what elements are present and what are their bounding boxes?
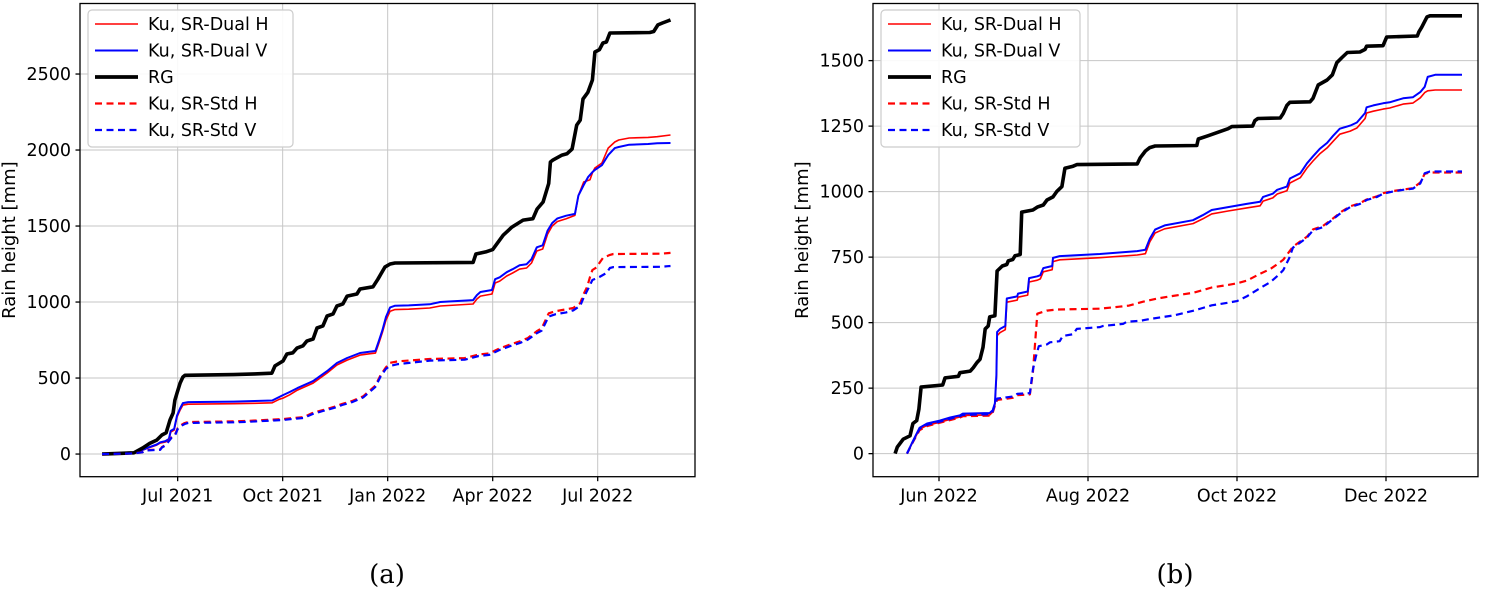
x-tick-label: Jul 2021 [141, 487, 213, 507]
subplot-label-a: (a) [369, 560, 405, 590]
legend-label-ku-sr-dual-h: Ku, SR-Dual H [941, 15, 1062, 35]
series-b-ku-sr-dual-v-line [906, 73, 1462, 455]
x-tick-label: Jul 2022 [561, 487, 633, 507]
x-tick-label: Oct 2021 [242, 487, 322, 507]
legend-b: Ku, SR-Dual H Ku, SR-Dual V RG Ku, SR-Std H… [880, 9, 1081, 148]
legend-label-ku-sr-std-v: Ku, SR-Std V [148, 121, 256, 141]
y-tick-label: 0 [853, 445, 864, 465]
chart-b: Jun 2022 Aug 2022 Oct 2022 Dec 2022 0 250 500 7… [792, 2, 1479, 507]
series-a-rg-line [102, 18, 672, 456]
x-axis-a: Jul 2021 Oct 2021 Jan 2022 Apr 2022 Jul 2022 [141, 476, 633, 507]
y-tick-label: 1250 [819, 117, 864, 137]
legend-box [87, 9, 294, 148]
y-tick-label: 0 [60, 445, 71, 465]
legend-label-ku-sr-dual-v: Ku, SR-Dual V [941, 42, 1060, 62]
y-tick-label: 2000 [26, 141, 71, 161]
series-a-ku-sr-dual-v-line [102, 142, 671, 456]
legend-label-ku-sr-std-h: Ku, SR-Std H [148, 95, 258, 115]
series-b-ku-sr-std-v-line [906, 170, 1462, 455]
legend-label-ku-sr-std-h: Ku, SR-Std H [941, 95, 1051, 115]
y-tick-label: 250 [831, 379, 864, 399]
legend-label-ku-sr-dual-v: Ku, SR-Dual V [148, 42, 267, 62]
legend-label-rg: RG [148, 68, 174, 88]
y-tick-label: 1500 [26, 217, 71, 237]
subplot-label-b: (b) [1156, 560, 1194, 590]
series-b-rg-line [893, 14, 1462, 455]
x-tick-label: Jan 2022 [348, 487, 426, 507]
legend-a: Ku, SR-Dual H Ku, SR-Dual V RG Ku, SR-Std H… [87, 9, 294, 148]
legend-label-rg: RG [941, 68, 967, 88]
series-a-ku-sr-std-h-line [102, 251, 671, 456]
y-tick-label: 500 [831, 314, 864, 334]
y-tick-label: 750 [831, 248, 864, 268]
y-axis-b: 0 250 500 750 1000 1250 1500 [819, 52, 873, 465]
legend-label-ku-sr-dual-h: Ku, SR-Dual H [148, 15, 269, 35]
axes-frame-b [872, 2, 1479, 478]
x-tick-label: Oct 2022 [1197, 487, 1277, 507]
y-tick-label: 500 [38, 369, 71, 389]
chart-a: Jul 2021 Oct 2021 Jan 2022 Apr 2022 Jul 2022… [0, 2, 696, 507]
x-tick-label: Dec 2022 [1344, 487, 1428, 507]
x-tick-label: Jun 2022 [899, 487, 977, 507]
y-tick-label: 2500 [26, 65, 71, 85]
y-tick-label: 1000 [819, 183, 864, 203]
x-axis-b: Jun 2022 Aug 2022 Oct 2022 Dec 2022 [899, 476, 1428, 507]
legend-box [880, 9, 1081, 148]
y-axis-a: 0 500 1000 1500 2000 2500 [26, 65, 80, 465]
x-tick-label: Apr 2022 [452, 487, 532, 507]
charts-canvas: Jul 2021 Oct 2021 Jan 2022 Apr 2022 Jul 2022… [0, 2, 1479, 507]
legend-label-ku-sr-std-v: Ku, SR-Std V [941, 121, 1049, 141]
y-axis-title-b: Rain height [mm] [792, 161, 813, 318]
x-tick-label: Aug 2022 [1046, 487, 1130, 507]
y-axis-title-a: Rain height [mm] [0, 161, 20, 318]
y-tick-label: 1500 [819, 52, 864, 72]
series-a-ku-sr-std-v-line [102, 264, 671, 456]
y-tick-label: 1000 [26, 293, 71, 313]
